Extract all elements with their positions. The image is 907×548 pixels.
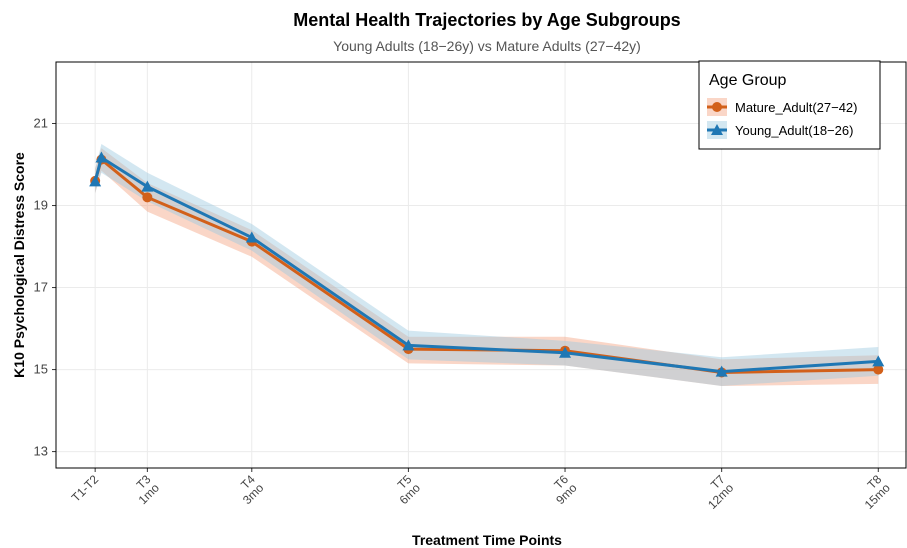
x-axis-title: Treatment Time Points [412, 532, 562, 548]
y-tick-label: 15 [34, 362, 48, 377]
y-axis-title: K10 Psychological Distress Score [11, 152, 27, 378]
point [141, 180, 154, 192]
chart-subtitle: Young Adults (18−26y) vs Mature Adults (… [333, 38, 641, 54]
chart-title: Mental Health Trajectories by Age Subgro… [293, 10, 680, 30]
y-tick-label: 13 [34, 444, 48, 459]
point [402, 339, 415, 351]
y-tick-label: 17 [34, 280, 48, 295]
legend-marker [711, 124, 723, 135]
point [95, 151, 108, 163]
x-tick-label-line: T1-T2 [69, 472, 102, 505]
y-tick-label: 21 [34, 116, 48, 131]
series-line [93, 155, 879, 374]
legend-label: Mature_Adult(27−42) [735, 100, 858, 115]
point [715, 365, 728, 377]
point [559, 346, 572, 358]
point [89, 175, 102, 187]
point [142, 192, 153, 203]
point [873, 364, 884, 375]
plot-border [55, 61, 907, 469]
point [872, 355, 885, 367]
x-tick-label: T1-T2 [69, 472, 102, 505]
point [245, 231, 258, 243]
legend-box [698, 60, 881, 150]
confidence-band [95, 148, 879, 386]
legend-label: Young_Adult(18−26) [735, 123, 853, 138]
confidence-band [95, 144, 879, 386]
legend-marker [712, 102, 722, 112]
y-tick-label: 19 [34, 198, 48, 213]
legend-title: Age Group [709, 72, 786, 89]
